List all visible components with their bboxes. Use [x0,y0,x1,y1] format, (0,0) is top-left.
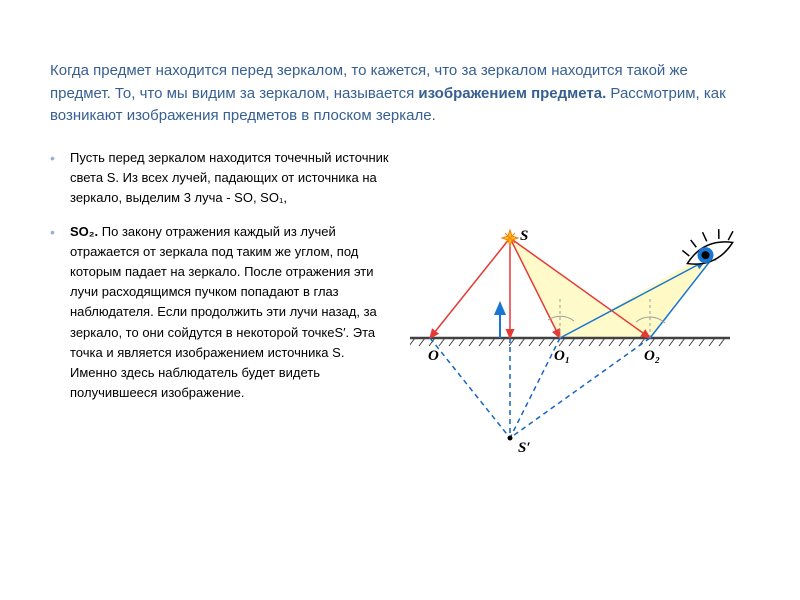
bullet-2: • SO₂. По закону отражения каждый из луч… [50,222,390,403]
bullet-marker: • [50,148,70,208]
bullet-2-text: SO₂. По закону отражения каждый из лучей… [70,222,390,403]
bullet-marker: • [50,222,70,403]
text-column: • Пусть перед зеркалом находится точечны… [50,148,390,488]
svg-text:O₁: O₁ [554,348,570,364]
bullet-2-prefix: SO₂. [70,224,98,239]
svg-text:S′: S′ [518,440,531,456]
mirror-diagram: S S′ O O₁ O₂ [410,208,750,488]
svg-text:S: S [520,228,528,244]
bullet-1-text: Пусть перед зеркалом находится точечный … [70,148,390,208]
title-bold: изображением предмета. [418,85,606,102]
bullet-1: • Пусть перед зеркалом находится точечны… [50,148,390,208]
bullet-2-body: По закону отражения каждый из лучей отра… [70,224,377,400]
content-row: • Пусть перед зеркалом находится точечны… [50,148,750,488]
svg-text:O₂: O₂ [644,348,660,364]
diagram-column: S S′ O O₁ O₂ [410,148,750,488]
svg-text:O: O [428,348,439,364]
title-block: Когда предмет находится перед зеркалом, … [50,60,750,128]
